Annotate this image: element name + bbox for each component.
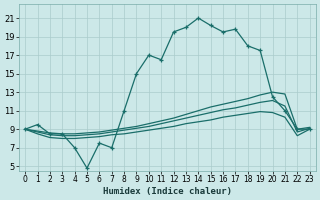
X-axis label: Humidex (Indice chaleur): Humidex (Indice chaleur) (103, 187, 232, 196)
